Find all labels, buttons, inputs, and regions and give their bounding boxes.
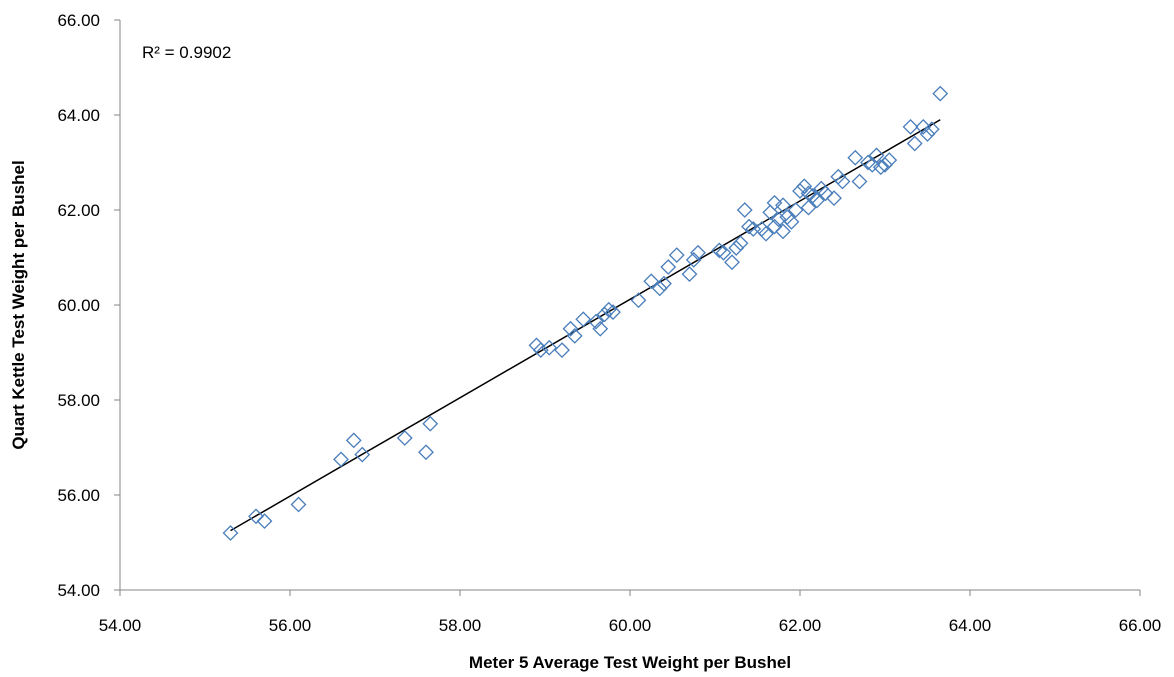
- data-point: [651, 280, 668, 297]
- data-point: [826, 190, 842, 207]
- data-point: [418, 444, 434, 461]
- data-point: [817, 185, 834, 202]
- data-point: [775, 197, 791, 214]
- data-point: [345, 432, 362, 449]
- tick-marks: [114, 19, 1141, 596]
- y-tick-label: 58.00: [57, 391, 100, 410]
- x-tick-label: 60.00: [609, 616, 652, 635]
- data-point: [562, 320, 579, 337]
- x-tick-label: 54.00: [99, 616, 142, 635]
- data-point: [685, 251, 702, 268]
- data-point: [766, 218, 783, 235]
- data-point: [860, 154, 876, 171]
- data-point: [741, 218, 757, 235]
- data-point: [800, 199, 817, 216]
- x-tick-label: 56.00: [269, 616, 312, 635]
- data-point: [923, 121, 940, 138]
- data-point: [422, 415, 439, 432]
- data-point: [532, 342, 549, 359]
- data-point: [906, 135, 923, 152]
- data-point: [728, 240, 745, 256]
- y-tick-label: 56.00: [57, 486, 100, 505]
- data-points: [222, 85, 949, 541]
- data-point: [660, 259, 677, 275]
- tick-labels: 54.00 56.00 58.00 60.00 62.00 64.00 66.00 54.00…: [57, 11, 1161, 635]
- data-point: [915, 118, 932, 135]
- data-point: [758, 225, 774, 242]
- x-tick-label: 66.00: [1119, 616, 1162, 635]
- data-point: [868, 147, 885, 164]
- data-point: [711, 242, 728, 259]
- trendline-group: [230, 119, 941, 532]
- axes: [119, 20, 1140, 591]
- data-point: [775, 223, 791, 240]
- data-point: [877, 156, 893, 173]
- data-point: [834, 173, 851, 190]
- data-point: [847, 149, 864, 166]
- y-tick-label: 60.00: [57, 296, 100, 315]
- data-point: [872, 159, 889, 176]
- data-point: [732, 235, 749, 252]
- data-point: [762, 204, 779, 221]
- data-point: [770, 211, 787, 228]
- data-point: [248, 508, 264, 525]
- data-point: [290, 496, 307, 513]
- data-point: [690, 244, 706, 261]
- data-point: [354, 446, 371, 463]
- data-point: [588, 313, 604, 330]
- x-tick-label: 64.00: [949, 616, 992, 635]
- data-point: [766, 194, 783, 211]
- data-point: [222, 525, 239, 541]
- data-point: [919, 126, 936, 142]
- data-point: [575, 311, 592, 328]
- data-point: [396, 430, 413, 446]
- data-point: [783, 213, 800, 230]
- x-tick-label: 62.00: [779, 616, 822, 635]
- data-point: [554, 342, 570, 359]
- y-tick-label: 64.00: [57, 106, 100, 125]
- data-point: [333, 451, 349, 468]
- data-point: [796, 178, 813, 195]
- data-point: [932, 85, 949, 102]
- y-tick-label: 54.00: [57, 581, 100, 600]
- data-point: [630, 292, 647, 309]
- data-point: [792, 183, 808, 199]
- y-axis-title: Quart Kettle Test Weight per Bushel: [9, 160, 28, 449]
- data-point: [600, 301, 617, 318]
- data-point: [851, 173, 868, 190]
- data-point: [881, 152, 898, 169]
- data-point: [605, 304, 621, 321]
- y-tick-label: 62.00: [57, 201, 100, 220]
- trendline: [230, 119, 941, 532]
- data-point: [902, 118, 919, 135]
- data-point: [566, 327, 583, 344]
- y-tick-label: 66.00: [57, 11, 100, 30]
- data-point: [592, 320, 609, 337]
- data-point: [656, 275, 672, 292]
- data-point: [596, 306, 613, 323]
- data-point: [256, 513, 273, 530]
- data-point: [643, 273, 660, 290]
- data-point: [541, 339, 558, 356]
- x-tick-label: 58.00: [439, 616, 482, 635]
- data-point: [736, 202, 753, 218]
- x-axis-title: Meter 5 Average Test Weight per Bushel: [469, 653, 791, 672]
- data-point: [668, 247, 685, 264]
- r-squared-annotation: R² = 0.9902: [142, 43, 231, 62]
- data-point: [753, 221, 770, 237]
- data-point: [809, 192, 825, 209]
- data-point: [724, 254, 740, 271]
- data-point: [787, 202, 804, 218]
- data-point: [681, 266, 698, 283]
- data-point: [715, 244, 732, 261]
